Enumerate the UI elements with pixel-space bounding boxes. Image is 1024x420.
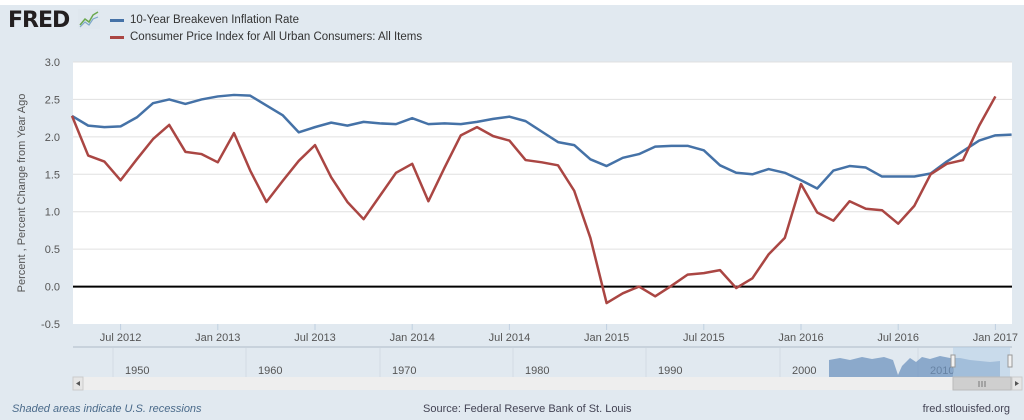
navigator-decade-label: 2000 [792,365,816,377]
source-text: Source: Federal Reserve Bank of St. Loui… [423,403,632,415]
grip-icon [978,381,986,387]
navigator-decade-label: 1960 [258,365,282,377]
y-tick-label: 2.0 [45,132,60,144]
scrollbar-track[interactable] [73,377,1022,390]
legend-label: Consumer Price Index for All Urban Consu… [130,31,423,43]
arrow-left-icon [76,381,80,386]
x-tick-label: Jan 2016 [778,332,823,344]
y-tick-label: 1.0 [45,207,60,219]
navigator-selected-range[interactable] [953,347,1010,377]
y-tick-label: 0.0 [45,282,60,294]
x-tick-label: Jan 2017 [973,332,1018,344]
x-tick-label: Jul 2013 [294,332,336,344]
y-tick-label: 3.0 [45,57,60,69]
legend-item-cpi[interactable]: Consumer Price Index for All Urban Consu… [110,31,422,43]
series-line-cpi [70,95,997,305]
navigator-right-handle[interactable] [1007,354,1013,368]
fred-logo[interactable]: FRED [8,8,70,33]
scrollbar[interactable] [72,376,1023,391]
y-tick-label: -0.5 [41,319,60,331]
legend-label: 10-Year Breakeven Inflation Rate [130,14,299,26]
x-tick-label: Jul 2016 [877,332,919,344]
y-tick-label: 0.5 [45,244,60,256]
x-tick-label: Jan 2015 [584,332,629,344]
navigator-decade-label: 1980 [525,365,549,377]
arrow-right-icon [1015,381,1019,386]
legend-swatch-blue [110,18,124,22]
y-tick-label: 1.5 [45,169,60,181]
navigator-left-handle[interactable] [950,354,956,368]
x-tick-label: Jul 2012 [100,332,142,344]
y-tick-label: 2.5 [45,94,60,106]
line-chart-icon [78,9,100,29]
navigator-decade-label: 1990 [658,365,682,377]
recession-note: Shaded areas indicate U.S. recessions [12,403,202,415]
x-tick-label: Jan 2014 [390,332,435,344]
x-tick-label: Jul 2015 [683,332,725,344]
range-navigator[interactable]: 1950196019701980199020002010 [73,346,1013,377]
site-link[interactable]: fred.stlouisfed.org [922,403,1010,415]
navigator-decade-label: 1950 [125,365,149,377]
navigator-decade-label: 1970 [392,365,416,377]
y-axis-label: Percent , Percent Change from Year Ago [16,94,28,293]
x-tick-label: Jan 2013 [195,332,240,344]
x-tick-label: Jul 2014 [489,332,531,344]
legend-item-breakeven[interactable]: 10-Year Breakeven Inflation Rate [110,14,299,26]
plot-area [73,62,1012,324]
legend-swatch-red [110,35,124,39]
